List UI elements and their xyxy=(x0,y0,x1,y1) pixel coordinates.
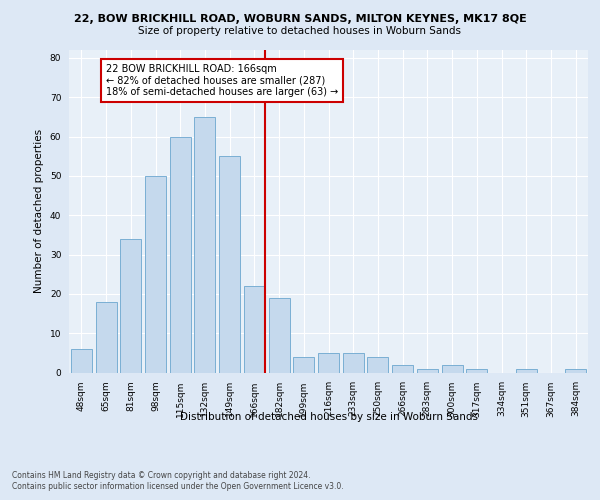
Text: Contains public sector information licensed under the Open Government Licence v3: Contains public sector information licen… xyxy=(12,482,344,491)
Bar xyxy=(565,368,586,372)
Bar xyxy=(466,368,487,372)
Y-axis label: Number of detached properties: Number of detached properties xyxy=(34,129,44,294)
Bar xyxy=(71,349,92,372)
Bar xyxy=(269,298,290,372)
Bar xyxy=(145,176,166,372)
Text: Contains HM Land Registry data © Crown copyright and database right 2024.: Contains HM Land Registry data © Crown c… xyxy=(12,471,311,480)
Bar xyxy=(516,368,537,372)
Bar xyxy=(219,156,240,372)
Bar xyxy=(367,357,388,372)
Bar xyxy=(417,368,438,372)
Text: 22 BOW BRICKHILL ROAD: 166sqm
← 82% of detached houses are smaller (287)
18% of : 22 BOW BRICKHILL ROAD: 166sqm ← 82% of d… xyxy=(106,64,338,97)
Bar xyxy=(442,364,463,372)
Text: Distribution of detached houses by size in Woburn Sands: Distribution of detached houses by size … xyxy=(180,412,478,422)
Bar xyxy=(120,239,141,372)
Bar xyxy=(293,357,314,372)
Text: 22, BOW BRICKHILL ROAD, WOBURN SANDS, MILTON KEYNES, MK17 8QE: 22, BOW BRICKHILL ROAD, WOBURN SANDS, MI… xyxy=(74,14,526,24)
Bar xyxy=(95,302,116,372)
Bar xyxy=(318,353,339,372)
Bar xyxy=(244,286,265,372)
Bar xyxy=(194,117,215,372)
Bar xyxy=(343,353,364,372)
Bar xyxy=(170,136,191,372)
Bar xyxy=(392,364,413,372)
Text: Size of property relative to detached houses in Woburn Sands: Size of property relative to detached ho… xyxy=(139,26,461,36)
